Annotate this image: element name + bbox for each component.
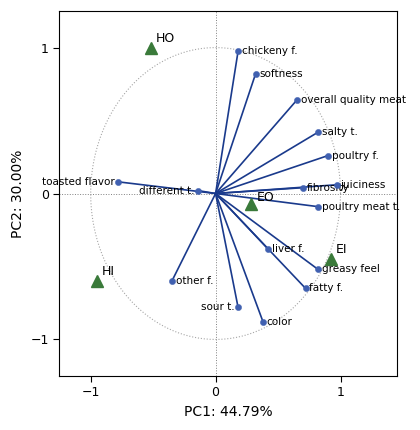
Text: chickeny f.: chickeny f. [242, 46, 297, 56]
Text: other f.: other f. [176, 276, 213, 286]
Text: overall quality meat: overall quality meat [301, 95, 406, 105]
Text: color: color [267, 317, 293, 327]
Text: toasted flavor: toasted flavor [42, 177, 114, 187]
Text: fibrosity: fibrosity [307, 183, 349, 193]
Text: greasy feel: greasy feel [322, 264, 380, 274]
Text: different t.: different t. [139, 186, 194, 196]
Text: sour t.: sour t. [201, 302, 234, 312]
Text: fatty f.: fatty f. [309, 283, 344, 293]
Text: salty t.: salty t. [322, 127, 358, 137]
X-axis label: PC1: 44.79%: PC1: 44.79% [184, 405, 273, 419]
Text: juiciness: juiciness [341, 180, 386, 190]
Text: poultry f.: poultry f. [332, 150, 379, 160]
Text: HO: HO [156, 32, 175, 45]
Text: softness: softness [259, 69, 303, 79]
Text: liver f.: liver f. [272, 244, 304, 254]
Text: EO: EO [257, 191, 275, 204]
Y-axis label: PC2: 30.00%: PC2: 30.00% [11, 149, 25, 238]
Text: poultry meat t.: poultry meat t. [322, 202, 400, 212]
Text: HI: HI [102, 265, 115, 278]
Text: EI: EI [336, 243, 347, 256]
